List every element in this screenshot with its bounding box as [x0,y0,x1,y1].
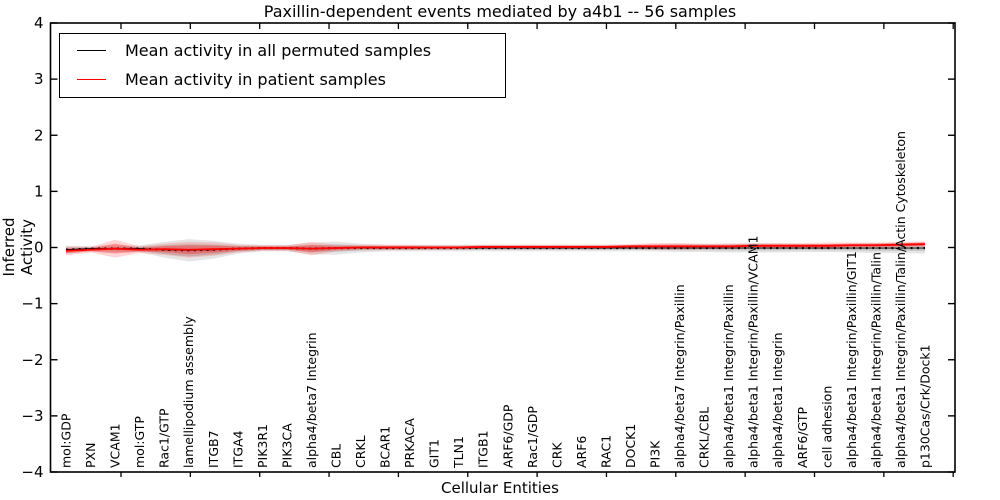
x-tick-label: ITGB1 [476,430,491,468]
x-tick-label: alpha4/beta1 Integrin/Paxillin [721,284,736,468]
legend-label-patient: Mean activity in patient samples [125,70,386,89]
x-tick-label: GIT1 [427,439,442,468]
x-tick-label: ARF6 [574,436,589,468]
x-tick-label: CRKL/CBL [697,407,712,468]
legend-label-permuted: Mean activity in all permuted samples [125,41,432,60]
x-tick-label: ITGB7 [206,430,221,468]
legend: Mean activity in all permuted samples Me… [59,33,506,98]
band-permuted-outer [66,239,926,262]
line-patient-mean [65,243,926,252]
x-tick-label: alpha4/beta1 Integrin/Paxillin/VCAM1 [746,236,761,468]
x-tick-label: PXN [83,443,98,468]
y-tick-label: 2 [34,126,44,144]
x-tick-label: mol:GDP [59,413,74,468]
x-tick-label: alpha4/beta1 Integrin/Paxillin/Talin [868,252,883,468]
x-tick-label: alpha4/beta7 Integrin/Paxillin [672,284,687,468]
y-tick-label: −3 [21,407,43,425]
x-tick-label: cell adhesion [819,386,834,468]
y-tick-label: 3 [34,70,44,88]
x-tick-label: DOCK1 [623,424,638,468]
x-tick-label: ITGA4 [230,430,245,468]
x-tick-label: CRKL [353,435,368,468]
y-tick-label: 1 [34,182,44,200]
x-tick-label: CBL [328,444,343,468]
x-tick-label: BCAR1 [378,426,393,468]
legend-item-permuted: Mean activity in all permuted samples [60,36,505,65]
y-tick-label: 4 [34,14,44,32]
legend-item-patient: Mean activity in patient samples [60,65,505,94]
x-tick-label: alpha4/beta1 Integrin/Paxillin/Talin/Act… [893,131,908,468]
x-tick-label: ARF6/GDP [500,404,515,468]
x-tick-label: Rac1/GDP [525,406,540,468]
y-tick-label: −2 [21,351,43,369]
y-tick-label: 0 [34,239,44,257]
x-tick-label: mol:GTP [132,416,147,468]
line-permuted-mean-dots [65,246,926,252]
x-tick-label: PRKACA [402,418,417,468]
x-tick-label: TLN1 [451,436,466,469]
x-tick-label: alpha4/beta1 Integrin/Paxillin/GIT1 [844,251,859,468]
x-tick-label: VCAM1 [108,423,123,468]
chart-title: Paxillin-dependent events mediated by a4… [263,2,737,21]
x-tick-label: alpha4/beta7 Integrin [304,332,319,468]
x-tick-label: RAC1 [598,435,613,468]
x-tick-label: CRK [549,442,564,468]
x-tick-label: p130Cas/Crk/Dock1 [918,344,933,468]
y-tick-label: −1 [21,295,43,313]
x-tick-label: ARF6/GTP [795,407,810,468]
y-tick-label: −4 [21,463,43,481]
x-tick-label: PIK3CA [279,423,294,468]
x-tick-label: PI3K [648,440,663,468]
band-patient-inner [66,242,926,255]
x-axis-label: Cellular Entities [441,479,559,497]
x-tick-label: PIK3R1 [255,424,270,468]
legend-line-permuted-icon [77,50,106,51]
legend-line-patient-icon [77,79,106,80]
x-tick-label: alpha4/beta1 Integrin [770,332,785,468]
x-tick-label: lamellipodium assembly [181,316,196,468]
x-tick-label: Rac1/GTP [157,408,172,468]
